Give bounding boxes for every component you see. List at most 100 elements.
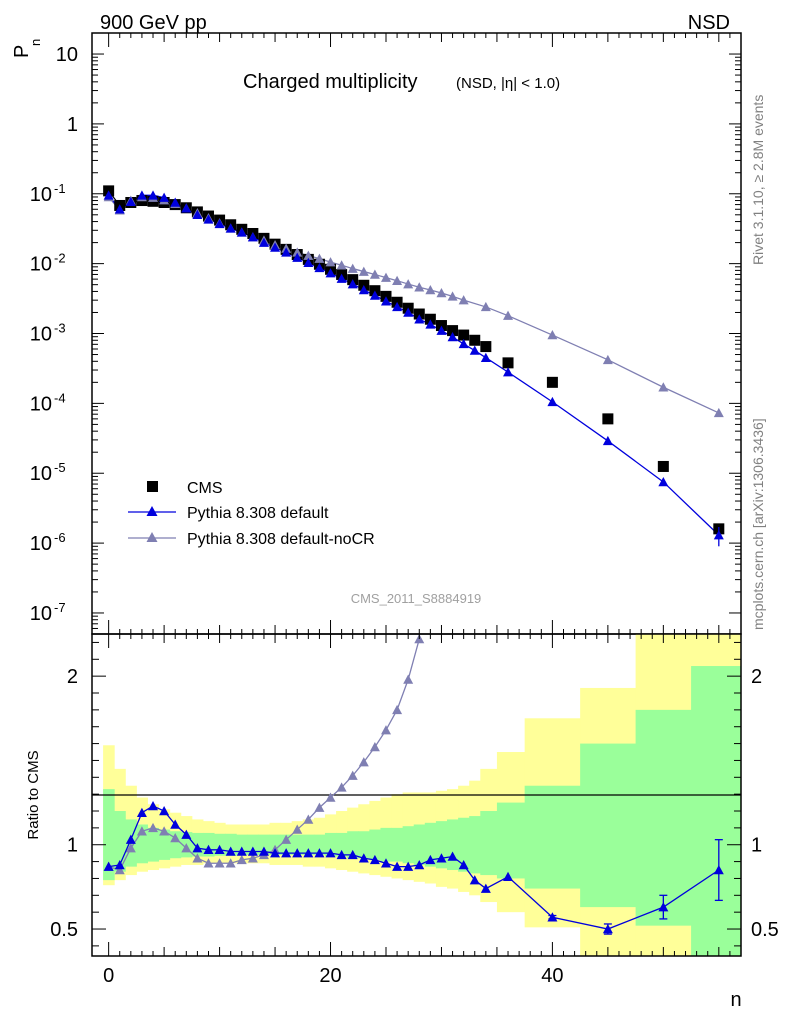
nocr-point [314,253,325,263]
source-label: mcplots.cern.ch [arXiv:1306.3436] [750,418,766,630]
ratio-nocr-point [148,822,159,833]
ratio-default-point [658,902,669,912]
ratio-ytick-label: 2 [67,666,78,688]
default-point [170,197,181,207]
default-point [403,307,414,317]
ratio-ytick-label-right: 1 [751,835,762,857]
cms-point [424,313,436,325]
cms-point [435,320,447,332]
main-ytick-label: 10 [56,44,78,66]
ratio-default-point [314,848,325,858]
band-inner [324,832,337,857]
ratio-default-point [170,819,181,829]
band-inner [447,819,459,871]
ratio-default-point [125,834,136,844]
default-point [602,435,613,446]
main-ytick-label: 10 [30,254,52,276]
main-ytick-label: 10 [30,184,52,206]
legend-item-nocr: Pythia 8.308 default-noCR [128,531,375,548]
ratio-default-point [392,861,403,871]
band-inner [635,709,692,926]
main-ytick-label: 10 [30,393,52,415]
nocr-point [547,330,558,340]
ratio-default-point [403,861,414,871]
ratio-default-point [247,846,258,856]
default-point [303,257,314,267]
process-label: NSD [688,12,730,34]
nocr-point [414,282,425,292]
ratio-nocr-point [403,674,414,684]
ratio-nocr-point [136,826,147,836]
nocr-point [713,407,724,418]
nocr-point [658,382,669,392]
band-inner [147,827,160,862]
default-point [436,325,447,335]
default-point [336,273,347,283]
legend-marker-cms [147,481,158,492]
main-ytick-label: 10 [30,533,52,555]
default-point [503,367,514,377]
ratio-default-point [469,875,480,885]
ratio-default-point [292,848,303,858]
ratio-default-point [203,844,214,855]
ratio-nocr-point [214,858,225,868]
default-point [258,237,269,247]
band-inner [358,831,370,859]
band-inner [313,834,326,855]
ratio-nocr-point [314,802,325,812]
cms-point [469,334,481,346]
band-inner [136,824,148,864]
default-point [225,223,236,233]
ratio-default-point [114,859,125,870]
default-point [247,232,258,242]
cms-point [480,341,492,353]
band-inner [380,827,393,862]
default-point [325,268,336,278]
ratio-frame [91,633,742,957]
default-point [270,242,281,252]
default-point [425,319,436,329]
band-inner [496,802,526,879]
default-point [292,252,303,262]
default-point [658,476,669,487]
ratio-panel: 0.5 0.5 1 1 2 2 0 20 40 Ratio to CMS n [25,633,779,1011]
ratio-nocr-point [181,843,192,853]
ratio-default-point [303,848,314,858]
default-point [114,204,125,214]
ratio-y-axis-label: Ratio to CMS [25,750,42,839]
nocr-line [108,196,720,414]
ratio-default-point [258,846,269,856]
band-inner [158,829,171,860]
ratio-nocr-point [159,826,170,836]
band-inner [247,834,259,855]
ratio-default-point [103,861,114,871]
default-point [203,214,214,224]
nocr-point [380,272,391,282]
chart-title: Charged multiplicity [243,71,418,93]
default-point [136,190,147,200]
nocr-point [403,279,414,289]
default-point [181,203,192,213]
ratio-nocr-point [347,770,358,780]
legend-label-default: Pythia 8.308 default [187,505,329,522]
cms-point [657,460,669,472]
ratio-nocr-point [203,858,214,868]
legend-item-cms: CMS [147,480,223,497]
default-point [103,190,114,200]
ratio-default-point [358,853,369,863]
x-axis-label: n [730,989,741,1011]
ratio-ytick-label: 0.5 [50,919,78,941]
main-ylabel-sub: n [28,39,43,46]
ratio-default-point [214,844,225,855]
band-inner [302,834,315,855]
band-inner [347,831,359,859]
default-point [458,338,469,349]
main-ytick-exponent: -1 [54,181,66,196]
default-point [192,209,203,220]
ratio-default-point [414,859,425,870]
legend-label-cms: CMS [187,480,223,497]
ratio-default-point [503,871,514,882]
default-point [447,332,458,342]
cms-point [447,325,459,337]
